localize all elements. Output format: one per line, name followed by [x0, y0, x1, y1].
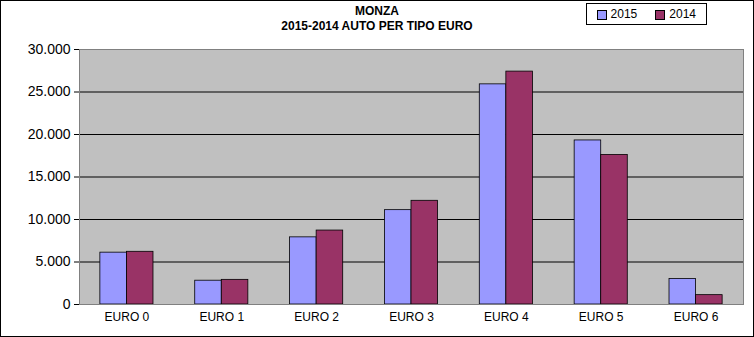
- svg-text:EURO 0: EURO 0: [105, 310, 150, 324]
- svg-text:0: 0: [63, 296, 71, 312]
- svg-text:EURO 6: EURO 6: [674, 310, 719, 324]
- html-text:2014: 2014: [669, 7, 696, 21]
- html-text:MONZA: MONZA: [355, 4, 399, 18]
- svg-text:EURO 5: EURO 5: [579, 310, 624, 324]
- svg-text:EURO 4: EURO 4: [484, 310, 529, 324]
- svg-text:EURO 3: EURO 3: [389, 310, 434, 324]
- svg-text:5.000: 5.000: [35, 253, 70, 269]
- html-text:2015: 2015: [610, 7, 638, 21]
- svg-text:20.000: 20.000: [28, 126, 71, 142]
- svg-text:10.000: 10.000: [28, 211, 71, 227]
- svg-text:EURO 2: EURO 2: [294, 310, 339, 324]
- html-text:2015-2014 AUTO PER TIPO EURO: 2015-2014 AUTO PER TIPO EURO: [281, 19, 473, 33]
- svg-text:25.000: 25.000: [28, 83, 71, 99]
- svg-text:30.000: 30.000: [28, 41, 71, 57]
- svg-text:15.000: 15.000: [28, 168, 71, 184]
- svg-text:EURO 1: EURO 1: [199, 310, 244, 324]
